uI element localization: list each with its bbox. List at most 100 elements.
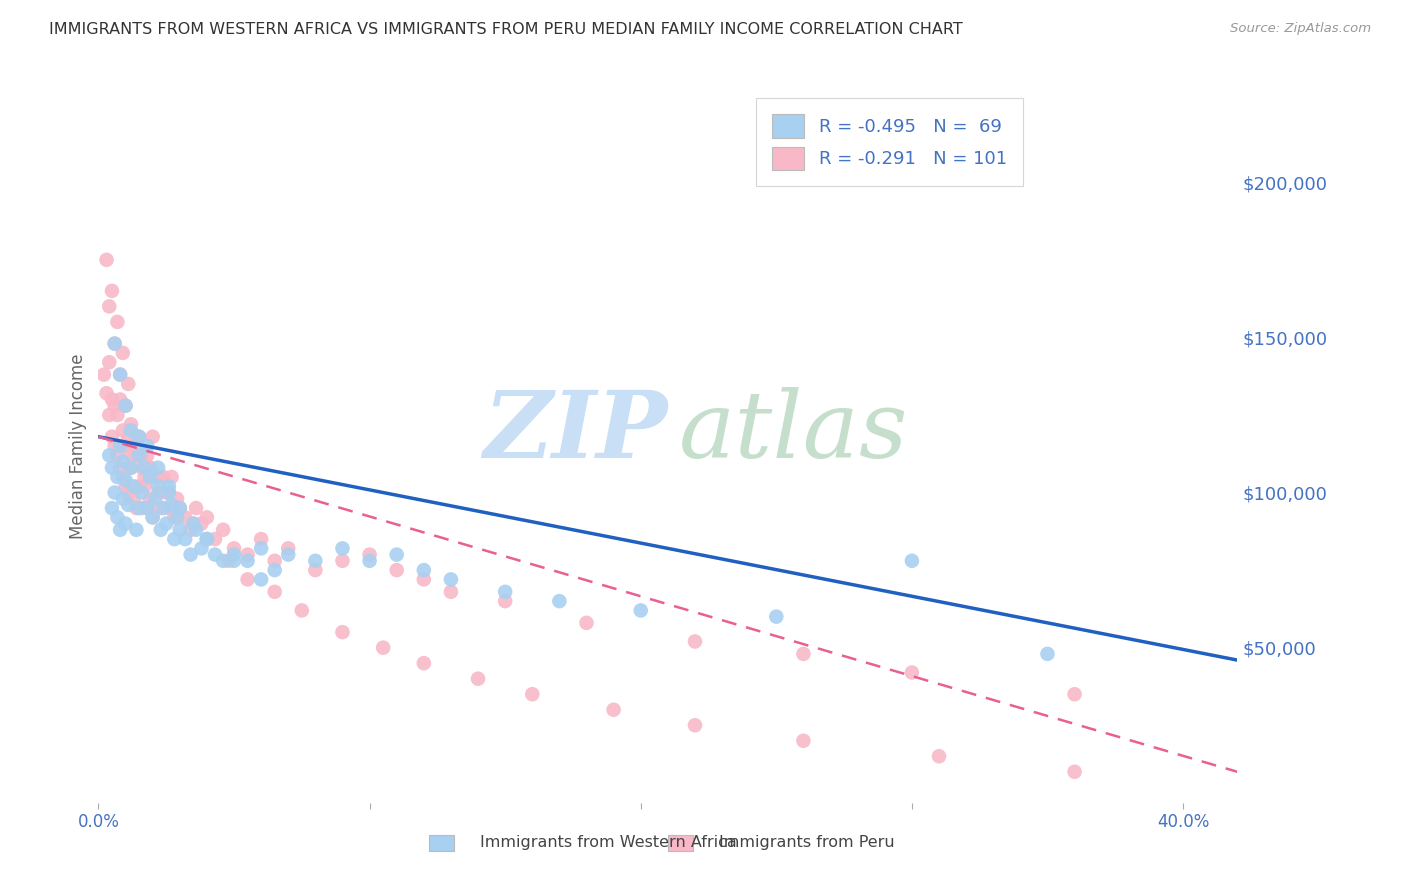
Point [467,672,489,686]
Text: IMMIGRANTS FROM WESTERN AFRICA VS IMMIGRANTS FROM PERU MEDIAN FAMILY INCOME CORR: IMMIGRANTS FROM WESTERN AFRICA VS IMMIGR… [49,22,963,37]
Point [332,541,354,556]
Point [120,460,142,475]
Point [190,541,212,556]
Text: Source: ZipAtlas.com: Source: ZipAtlas.com [1230,22,1371,36]
FancyBboxPatch shape [429,835,454,851]
Text: Immigrants from Western Africa: Immigrants from Western Africa [479,835,737,849]
Point [157,479,180,493]
Point [548,594,571,608]
Point [222,554,245,568]
Point [139,491,162,506]
Point [359,548,381,562]
Point [120,460,142,475]
Point [212,554,235,568]
Point [163,510,186,524]
Point [149,523,172,537]
Point [98,355,121,369]
Point [160,470,183,484]
Point [277,548,299,562]
Point [157,485,180,500]
Text: Immigrants from Peru: Immigrants from Peru [718,835,894,849]
Point [250,532,273,546]
Point [683,718,706,732]
Point [683,634,706,648]
Point [120,424,142,438]
Point [195,510,218,524]
Point [117,376,139,391]
Point [1063,687,1085,701]
Point [108,368,131,382]
Point [114,479,136,493]
Point [136,501,159,516]
Point [120,448,142,462]
Point [195,532,218,546]
Point [117,485,139,500]
Point [107,408,129,422]
Point [128,430,150,444]
Point [122,491,145,506]
Point [174,532,197,546]
Point [155,516,177,531]
Point [146,470,169,484]
Point [108,460,131,475]
Point [131,448,153,462]
Point [101,392,124,407]
Point [218,554,240,568]
Point [139,460,162,475]
Point [166,491,188,506]
Point [134,470,156,484]
Y-axis label: Median Family Income: Median Family Income [69,353,87,539]
Point [114,473,136,487]
Point [104,399,127,413]
Point [359,554,381,568]
Point [101,460,124,475]
Point [236,573,259,587]
Point [111,491,134,506]
Point [155,485,177,500]
Point [142,510,165,524]
Point [183,516,205,531]
Point [250,573,273,587]
Point [125,501,148,516]
Point [101,501,124,516]
Point [101,430,124,444]
Point [412,563,434,577]
Point [190,516,212,531]
Point [134,479,156,493]
Point [108,392,131,407]
Point [183,516,205,531]
Point [145,491,167,506]
Point [332,554,354,568]
Point [101,284,124,298]
Point [107,315,129,329]
Point [195,532,218,546]
Point [98,448,121,462]
Point [236,548,259,562]
Point [180,523,202,537]
Point [111,346,134,360]
Point [160,498,183,512]
Point [93,368,115,382]
Point [114,399,136,413]
Point [146,485,169,500]
Point [114,516,136,531]
Point [128,430,150,444]
Point [385,563,408,577]
Point [195,532,218,546]
Point [792,733,814,747]
Point [792,647,814,661]
Point [630,603,652,617]
Point [96,386,118,401]
Point [136,448,159,462]
Point [117,498,139,512]
Point [146,479,169,493]
Point [122,479,145,493]
Point [169,501,191,516]
Point [128,501,150,516]
Point [104,439,127,453]
Point [332,625,354,640]
Point [371,640,394,655]
Point [111,424,134,438]
Point [494,584,516,599]
Point [114,439,136,453]
